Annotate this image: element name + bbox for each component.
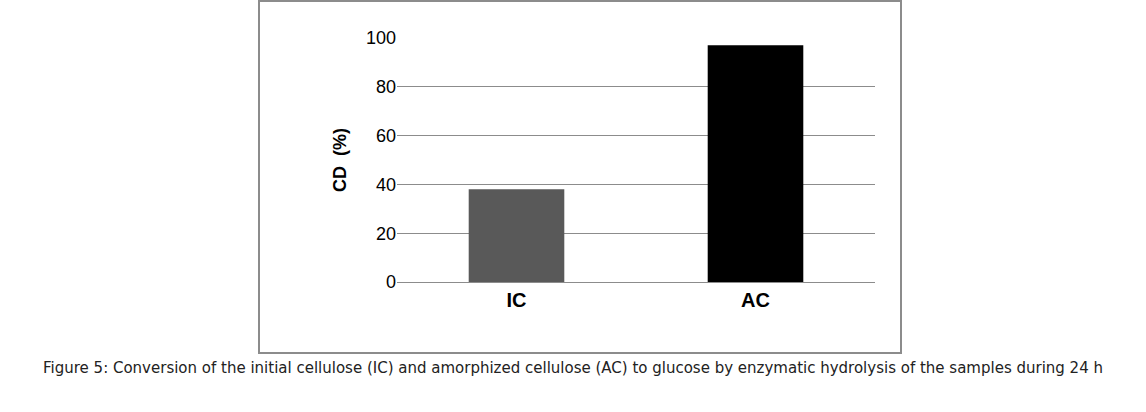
html-text:Figure 5: Conversion of the in: Figure 5: Conversion of the initial cell… (43, 359, 1103, 377)
svg-text:0: 0 (386, 272, 396, 292)
svg-text:CD (%): CD (%) (330, 128, 350, 192)
svg-text:100: 100 (366, 28, 396, 48)
svg-text:80: 80 (376, 77, 396, 97)
svg-text:60: 60 (376, 126, 396, 146)
svg-text:20: 20 (376, 224, 396, 244)
svg-text:AC: AC (741, 289, 770, 311)
svg-text:40: 40 (376, 175, 396, 195)
svg-text:IC: IC (507, 289, 527, 311)
